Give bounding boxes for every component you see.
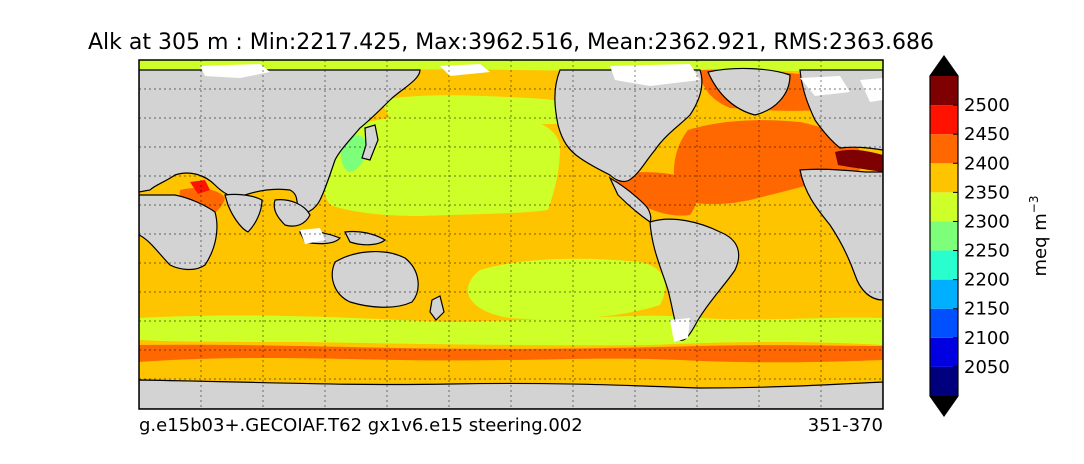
colorbar-tick-label: 2200 — [964, 270, 1010, 291]
south-pacific-gyre — [467, 258, 666, 320]
missing-indonesia — [300, 228, 325, 244]
australia-land — [331, 251, 419, 308]
missing-arctic-3 — [610, 64, 700, 86]
greenland-land — [707, 67, 791, 116]
caribbean-field — [615, 172, 697, 216]
red-sea-field — [190, 180, 210, 194]
colorbar-unit-label: meq m−3 — [1027, 196, 1051, 277]
colorbar-segment — [930, 337, 958, 367]
map-title: Alk at 305 m : Min:2217.425, Max:3962.51… — [88, 30, 934, 55]
africa-east-land — [139, 194, 218, 271]
india-land — [224, 193, 263, 233]
new-zealand-land — [429, 295, 445, 321]
colorbar-segment — [930, 308, 958, 338]
missing-arctic-1 — [200, 64, 270, 78]
subarctic-pacific-band — [380, 95, 610, 124]
colorbar-tick-label: 2100 — [964, 328, 1010, 349]
colorbar-segment — [930, 221, 958, 251]
south-america-land — [649, 218, 740, 341]
colorbar-tick-label: 2250 — [964, 241, 1010, 262]
colorbar: 2050 2100 2150 2200 2250 2300 2350 2400 2450 2500 — [929, 54, 1010, 418]
colorbar-segment — [930, 134, 958, 164]
central-america-land — [608, 176, 652, 223]
colorbar-tick-label: 2500 — [964, 95, 1010, 116]
colorbar-over-arrow — [930, 56, 958, 76]
colorbar-segment — [930, 279, 958, 309]
missing-areas — [200, 64, 883, 342]
map-gridlines — [139, 60, 883, 409]
mediterranean-field — [835, 149, 883, 172]
missing-arctic-5 — [860, 78, 883, 102]
colorbar-outline — [929, 54, 959, 418]
land-masses — [139, 67, 883, 409]
japan-land — [361, 124, 379, 161]
colorbar-segment — [930, 163, 958, 193]
colorbar-tick-label: 2400 — [964, 153, 1010, 174]
colorbar-tick-label: 2350 — [964, 182, 1010, 203]
colorbar-tick-label: 2300 — [964, 211, 1010, 232]
colorbar-tick-label: 2450 — [964, 124, 1010, 145]
colorbar-tick-label: 2050 — [964, 357, 1010, 378]
colorbar-tick-label: 2150 — [964, 299, 1010, 320]
map-frame — [138, 59, 884, 410]
new-guinea-land — [344, 230, 387, 246]
missing-arctic-4 — [800, 76, 850, 96]
colorbar-segment — [930, 366, 958, 396]
years-label: 351-370 — [808, 415, 883, 436]
colorbar-segment — [930, 250, 958, 280]
north-america-land — [554, 69, 703, 183]
missing-arctic-2 — [440, 64, 490, 76]
north-pacific-band — [321, 111, 560, 216]
colorbar-segment — [930, 192, 958, 222]
colorbar-under-arrow — [930, 396, 958, 416]
missing-patagonia — [670, 318, 690, 342]
sea-of-japan-field — [340, 135, 368, 172]
colorbar-segment — [930, 105, 958, 135]
southeast-asia-land — [273, 199, 311, 227]
map-panel — [139, 60, 883, 409]
case-name-label: g.e15b03+.GECOIAF.T62 gx1v6.e15 steering… — [139, 415, 583, 436]
colorbar-segment — [930, 76, 958, 106]
